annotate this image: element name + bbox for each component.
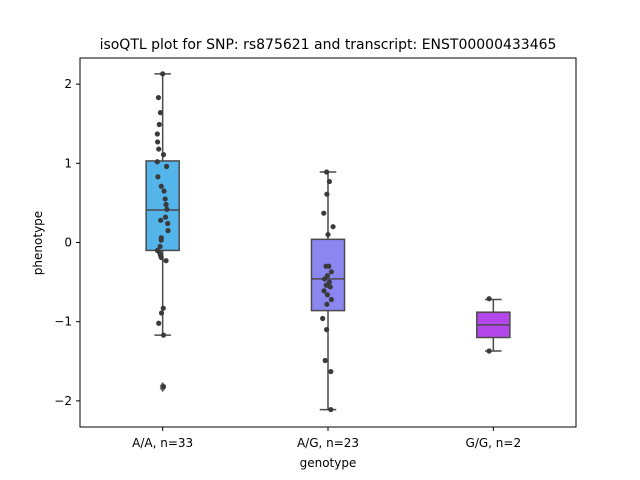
data-point — [165, 228, 171, 234]
data-point — [165, 220, 171, 227]
data-point — [155, 174, 161, 180]
x-tick-label: A/G, n=23 — [297, 436, 359, 450]
plot-area — [145, 71, 511, 413]
data-point — [160, 71, 166, 77]
strip-points-3 — [486, 296, 492, 354]
chart-title: isoQTL plot for SNP: rs875621 and transc… — [100, 37, 557, 53]
data-point — [158, 183, 164, 189]
data-point — [163, 201, 169, 208]
data-point — [486, 296, 492, 302]
data-point — [326, 263, 332, 269]
box-group-3 — [476, 298, 511, 352]
data-point — [160, 305, 166, 311]
y-tick-label: −2 — [54, 394, 72, 408]
data-point — [324, 292, 331, 298]
data-point — [327, 284, 333, 290]
data-point — [323, 282, 329, 288]
data-point — [486, 348, 492, 354]
data-point — [325, 231, 331, 238]
data-point — [324, 191, 330, 197]
data-point — [320, 315, 326, 322]
data-point — [322, 357, 328, 364]
data-point — [323, 327, 330, 333]
data-point — [162, 196, 168, 202]
data-point — [158, 254, 164, 261]
data-point — [163, 258, 169, 264]
x-axis: A/A, n=33 A/G, n=23 G/G, n=2 — [132, 427, 521, 450]
data-point — [155, 94, 162, 101]
data-point — [328, 368, 334, 375]
strip-points-1 — [154, 71, 171, 390]
data-point — [158, 217, 164, 223]
x-tick-label: A/A, n=33 — [132, 436, 193, 450]
data-point — [156, 320, 162, 326]
data-point — [322, 276, 328, 282]
data-point — [164, 163, 170, 170]
data-point — [158, 310, 165, 316]
y-tick-label: 2 — [64, 77, 72, 91]
data-point — [157, 243, 163, 250]
data-point — [326, 178, 333, 185]
strip-points-2 — [320, 169, 336, 413]
data-point — [328, 269, 334, 275]
data-point — [321, 210, 327, 216]
data-point — [155, 139, 161, 145]
data-point — [158, 237, 164, 243]
data-point — [164, 206, 170, 212]
data-point — [323, 169, 330, 175]
data-point — [324, 301, 330, 307]
y-tick-label: 1 — [64, 156, 72, 170]
data-point — [330, 224, 336, 230]
data-point — [156, 121, 162, 128]
y-axis-label: phenotype — [31, 211, 45, 275]
data-point — [160, 384, 167, 390]
data-point — [154, 159, 160, 165]
data-point — [160, 152, 167, 158]
box-iqr — [145, 160, 180, 252]
data-point — [160, 332, 167, 338]
data-point — [328, 296, 334, 303]
data-point — [162, 214, 169, 220]
data-point — [321, 288, 327, 294]
data-point — [156, 146, 162, 152]
y-tick-label: −1 — [54, 315, 72, 329]
data-point — [157, 110, 164, 116]
y-axis: −2 −1 0 1 2 — [54, 77, 80, 408]
data-point — [161, 188, 167, 194]
x-tick-label: G/G, n=2 — [466, 436, 522, 450]
data-point — [154, 131, 160, 137]
data-point — [328, 406, 334, 413]
y-tick-label: 0 — [64, 236, 72, 250]
x-axis-label: genotype — [300, 456, 357, 470]
